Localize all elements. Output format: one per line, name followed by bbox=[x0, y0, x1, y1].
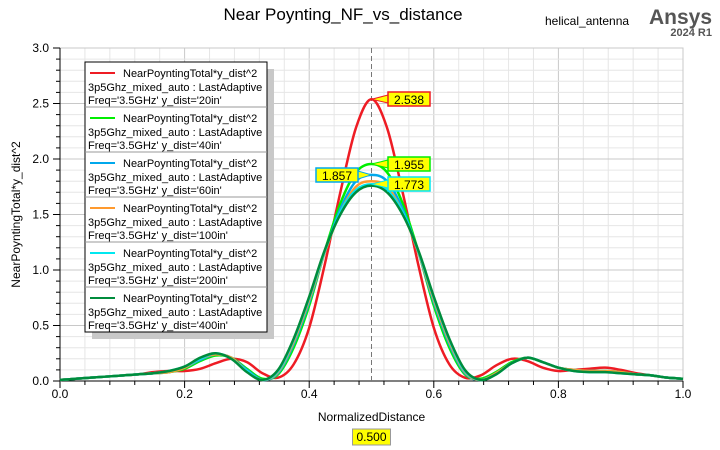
ansys-logo: Ansys bbox=[649, 6, 712, 29]
y-tick-label: 2.5 bbox=[32, 97, 49, 111]
y-tick-label: 1.0 bbox=[32, 263, 49, 277]
legend-entry-variation: Freq='3.5GHz' y_dist='40in' bbox=[88, 140, 222, 152]
y-tick-label: 0.0 bbox=[32, 374, 49, 388]
marker-label: 2.538 bbox=[394, 93, 424, 107]
ansys-version: 2024 R1 bbox=[670, 27, 712, 39]
marker-label-box bbox=[387, 91, 431, 107]
legend-entry-setup: 3p5Ghz_mixed_auto : LastAdaptive bbox=[88, 82, 262, 94]
marker-pointer bbox=[357, 170, 374, 180]
x-tick-label: 0.8 bbox=[550, 387, 567, 401]
legend-entry-variation: Freq='3.5GHz' y_dist='400in' bbox=[88, 320, 228, 332]
x-tick-label: 0.0 bbox=[52, 387, 69, 401]
legend-entry-name: NearPoyntingTotal*y_dist^2 bbox=[123, 68, 257, 80]
legend-entry-name: NearPoyntingTotal*y_dist^2 bbox=[123, 293, 257, 305]
legend-entry-name: NearPoyntingTotal*y_dist^2 bbox=[123, 203, 257, 215]
x-tick-label: 0.4 bbox=[301, 387, 318, 401]
legend-entry-name: NearPoyntingTotal*y_dist^2 bbox=[123, 158, 257, 170]
marker-label: 1.773 bbox=[394, 178, 424, 192]
marker-label-box bbox=[387, 176, 431, 192]
legend-entry-variation: Freq='3.5GHz' y_dist='100in' bbox=[88, 230, 228, 242]
x-axis-label: NormalizedDistance bbox=[318, 410, 426, 424]
legend-entry-name: NearPoyntingTotal*y_dist^2 bbox=[123, 248, 257, 260]
legend-entry-variation: Freq='3.5GHz' y_dist='60in' bbox=[88, 185, 222, 197]
x-tick-label: 0.6 bbox=[425, 387, 442, 401]
legend-entry-setup: 3p5Ghz_mixed_auto : LastAdaptive bbox=[88, 307, 262, 319]
marker-label: 1.857 bbox=[322, 169, 352, 183]
cursor-label-box bbox=[352, 428, 391, 446]
legend-entry-variation: Freq='3.5GHz' y_dist='200in' bbox=[88, 275, 228, 287]
legend-entry-name: NearPoyntingTotal*y_dist^2 bbox=[123, 113, 257, 125]
marker-label: 1.955 bbox=[394, 158, 424, 172]
legend-entry-setup: 3p5Ghz_mixed_auto : LastAdaptive bbox=[88, 217, 262, 229]
chart-title: Near Poynting_NF_vs_distance bbox=[223, 5, 462, 24]
marker-label-box bbox=[315, 167, 359, 183]
marker-label-box bbox=[387, 156, 431, 172]
legend-entry-setup: 3p5Ghz_mixed_auto : LastAdaptive bbox=[88, 262, 262, 274]
y-tick-label: 1.5 bbox=[32, 208, 49, 222]
y-axis-label: NearPoyntingTotal*y_dist^2 bbox=[9, 141, 23, 288]
x-tick-label: 0.2 bbox=[176, 387, 193, 401]
cursor-label: 0.500 bbox=[356, 430, 386, 444]
legend-entry-setup: 3p5Ghz_mixed_auto : LastAdaptive bbox=[88, 127, 262, 139]
series-line-5 bbox=[59, 184, 684, 382]
x-tick-label: 1.0 bbox=[675, 387, 692, 401]
y-tick-label: 3.0 bbox=[32, 41, 49, 55]
y-tick-label: 2.0 bbox=[32, 152, 49, 166]
project-name: helical_antenna bbox=[545, 14, 629, 28]
legend-entry-variation: Freq='3.5GHz' y_dist='20in' bbox=[88, 95, 222, 107]
legend-entry-setup: 3p5Ghz_mixed_auto : LastAdaptive bbox=[88, 172, 262, 184]
y-tick-label: 0.5 bbox=[32, 319, 49, 333]
